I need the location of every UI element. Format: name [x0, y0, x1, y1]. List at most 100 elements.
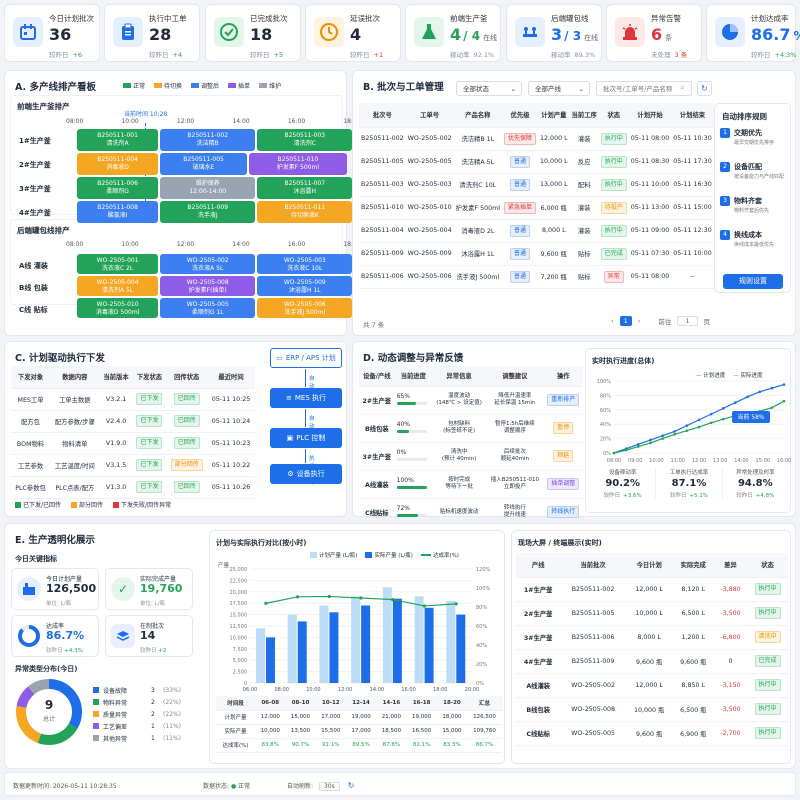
priority-badge: 普通	[510, 178, 531, 191]
gantt-bar[interactable]: WO-2505-006 洗手液J 500ml	[257, 298, 353, 318]
page-next-button[interactable]: ›	[637, 317, 641, 325]
table-row[interactable]: 4#生产釜 B250511-009 9,600 瓶 9,600 瓶 0 已完成	[516, 649, 788, 673]
layers-icon	[111, 624, 135, 648]
feedback-badge: 已回传	[173, 415, 200, 427]
cell: 后续批次 顺延40min	[500, 449, 530, 462]
gantt-bar[interactable]: 维护保养 12:00-14:00	[160, 177, 256, 199]
gantt-bar[interactable]: WO-2505-008 护发素F(插单)	[160, 276, 256, 296]
cell: 9,600 瓶	[540, 251, 567, 258]
cell: 物料清单	[62, 440, 88, 448]
kpi-delta: +4.3%	[774, 51, 797, 59]
table-row[interactable]: A线灌装 WO-2505-002 12,000 L 8,850 L -3,150 执行中	[516, 673, 788, 697]
gantt-bar[interactable]: B250511-008 酸氯液I	[77, 201, 159, 223]
progress-label: 72%	[396, 505, 411, 512]
donut-slice	[16, 679, 82, 745]
table-row[interactable]: 2#生产釜 65% 温度波动 (148℃ > 设定值) 降低升温速率 延长保温 15m…	[359, 386, 583, 414]
batch-panel: B. 批次与工单管理 全部状态 ⌄ 全部产线 ⌄ ⌕ ↻ 批次号工单号产品名称优先级…	[352, 70, 796, 336]
kpi-label: 异常告警	[651, 14, 681, 23]
table-row[interactable]: BOM物料 物料清单 V1.9.0 已下发 已回传 05-11 10:23	[11, 432, 255, 454]
table-row[interactable]: 3#生产釜 B250511-006 8,000 L 1,200 L -6,800 清洗中	[516, 625, 788, 649]
action-button[interactable]: 插单调整	[547, 478, 580, 490]
refresh-button[interactable]: ↻	[697, 81, 712, 96]
action-button[interactable]: 重新排产	[547, 394, 580, 406]
table-row[interactable]: B线包装 40% 包材缺料 (标签纸不足) 暂停1.5h后继续 调整顺序 暂停	[359, 414, 583, 442]
flow-node[interactable]: ▣ PLC 控制	[270, 428, 342, 448]
goto-input[interactable]: 1	[677, 316, 698, 326]
gantt-bar-id: B250511-005	[183, 156, 224, 163]
table-row[interactable]: B250511-009 WO-2505-009 沐浴露H 1L 普通 9,600 瓶 贴标…	[359, 242, 714, 265]
gantt-bar[interactable]: B250511-005 玻璃水E	[160, 153, 247, 175]
table-row[interactable]: MES工单 工单主数据 V3.2.1 已下发 已回传 05-11 10:25	[11, 388, 255, 410]
flow-node[interactable]: ⚙ 设备执行	[270, 464, 342, 484]
gantt-bar[interactable]: B250511-001 清洗剂A	[77, 129, 159, 151]
action-button[interactable]: 转线执行	[547, 506, 580, 518]
flow-node[interactable]: ▭ ERP / APS 计划	[270, 348, 342, 368]
gantt-bar[interactable]: B250511-003 清洗剂C	[257, 129, 353, 151]
gantt-bar[interactable]: WO-2505-003 洗衣液C 10L	[257, 254, 353, 274]
table-row[interactable]: B250511-010 WO-2505-010 护发素F 500ml 紧急插单 6,00…	[359, 196, 714, 219]
kpi-card: 已完成批次 18 较昨日 +5	[205, 4, 301, 62]
table-row[interactable]: C线贴标 WO-2505-005 9,600 瓶 6,900 瓶 -2,700 执行中	[516, 721, 788, 745]
table-row[interactable]: 工艺参数 工艺温度/时间 V3.1.5 已下发 部分回传 05-11 10:22	[11, 454, 255, 476]
progress-bar	[396, 513, 427, 517]
legend-swatch	[420, 554, 431, 556]
table-row[interactable]: B250511-002 WO-2505-002 洗洁精B 1L 优先保障 12,000 …	[359, 127, 714, 150]
stat-label: 工单执行达成率	[669, 470, 709, 476]
table-row[interactable]: B线包装 WO-2505-008 10,000 瓶 6,500 瓶 -3,500 执行中	[516, 697, 788, 721]
rate-point	[327, 594, 331, 599]
gantt-bar[interactable]: WO-2505-004 清洗剂A 5L	[77, 276, 159, 296]
page-current[interactable]: 1	[619, 316, 632, 326]
status-filter[interactable]: 全部状态 ⌄	[456, 81, 522, 96]
gantt-bar[interactable]: B250511-010 护发素F 500ml	[248, 153, 347, 175]
table-row[interactable]: B250511-003 WO-2505-003 清洗剂C 10L 普通 13,000 L…	[359, 173, 714, 196]
table-row[interactable]: 3#生产釜 0% 清洗中 (预计 40min) 后续批次 顺延40min 顺延	[359, 442, 583, 470]
table-row[interactable]: PLC参数包 PLC点表/配方 V1.3.0 已下发 已回传 05-11 10:26	[11, 476, 255, 498]
gantt-bar[interactable]: B250511-006 柔顺剂G	[77, 177, 159, 199]
gantt-bar[interactable]: WO-2505-001 洗衣液C 2L	[77, 254, 159, 274]
plan-bar	[319, 605, 329, 683]
abnormal-donut-chart	[16, 679, 82, 745]
table-row[interactable]: B250511-006 WO-2505-006 洗手液J 500ml 普通 7,200 …	[359, 265, 714, 288]
cell: 3#生产釜	[523, 634, 553, 642]
gantt-bar[interactable]: WO-2505-002 洗衣液A 5L	[160, 254, 256, 274]
action-button[interactable]: 暂停	[553, 422, 574, 434]
line-filter[interactable]: 全部产线 ⌄	[528, 81, 590, 96]
table-row[interactable]: C线贴标 72% 贴标机速度波动 转线执行 提升线速 转线执行	[359, 498, 583, 526]
search-input[interactable]	[596, 81, 692, 96]
gantt-bar[interactable]: WO-2505-005 柔顺剂G 1L	[160, 298, 256, 318]
action-button[interactable]: 顺延	[553, 450, 574, 462]
table-row[interactable]: A线灌装 100% 按时完成 等待下一批 插入B250511-010 立即投产 插单调整	[359, 470, 583, 498]
y-tick-label: 80%	[600, 393, 611, 399]
table-row[interactable]: 2#生产釜 B250511-005 10,000 L 6,500 L -3,500 执行中	[516, 601, 788, 625]
gantt-bar[interactable]: B250511-011 待切换液K	[257, 201, 353, 223]
refresh-icon[interactable]: ↻	[347, 781, 355, 790]
refresh-interval-select[interactable]: 30s	[318, 782, 340, 791]
table-row[interactable]: B250511-005 WO-2505-005 洗洁精A 5L 普通 10,000 L 反…	[359, 150, 714, 173]
cell: 05-11 17:30	[673, 158, 712, 165]
table-row[interactable]: 配方包 配方参数/步骤 V2.4.0 已下发 已回传 05-11 10:24	[11, 410, 255, 432]
gantt-bar[interactable]: B250511-007 沐浴露H	[257, 177, 353, 199]
page-prev-button[interactable]: ‹	[611, 317, 614, 325]
cell: 顺延	[544, 442, 584, 470]
kpi-sub: 较昨日 +4.3%	[751, 49, 796, 59]
table-row[interactable]: B250511-004 WO-2505-004 消毒液D 2L 普通 8,000 L 灌装…	[359, 219, 714, 242]
cell: 洗手液J 500ml	[456, 274, 500, 281]
gantt-bar[interactable]: WO-2505-010 消毒液D 500ml	[77, 298, 159, 318]
batch-title: B. 批次与工单管理	[363, 82, 444, 93]
cell: V1.3.0	[105, 483, 127, 491]
series-point	[782, 383, 786, 386]
gantt-bar[interactable]: WO-2505-009 沐浴露H 1L	[257, 276, 353, 296]
gantt-bar[interactable]: B250511-009 洗手液J	[160, 201, 256, 223]
clipboard-icon	[113, 17, 143, 47]
gantt-bar[interactable]: B250511-002 洗洁精B	[160, 129, 256, 151]
kpi-value-extra: %	[793, 29, 800, 43]
cell: 已回传	[166, 476, 207, 498]
cell: 工艺温度/时间	[54, 462, 95, 470]
rules-settings-button[interactable]: 规则设置	[723, 274, 783, 289]
flow-node[interactable]: ≡ MES 执行	[270, 388, 342, 408]
gantt-bar[interactable]: B250511-004 消毒液D	[77, 153, 159, 175]
progress-bar	[396, 429, 427, 433]
x-tick-label: 11:00	[671, 458, 685, 464]
table-row[interactable]: 1#生产釜 B250511-002 12,000 L 8,120 L -3,880 执行中	[516, 577, 788, 601]
status-badge: 清洗中	[754, 631, 781, 643]
